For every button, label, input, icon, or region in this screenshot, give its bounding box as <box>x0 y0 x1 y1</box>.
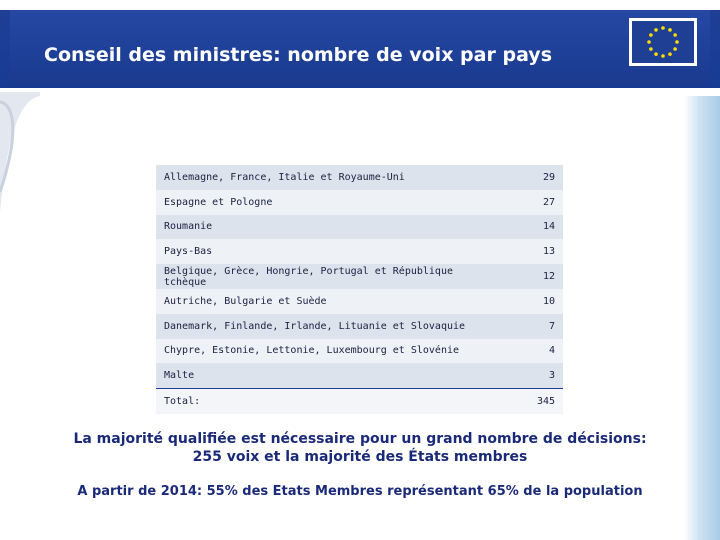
eu-flag-graphic <box>632 21 694 63</box>
flag-star <box>661 26 665 30</box>
table-row: Roumanie 14 <box>156 214 563 240</box>
country-cell: Chypre, Estonie, Lettonie, Luxembourg et… <box>156 338 507 364</box>
flag-star <box>649 33 653 37</box>
eu-flag-icon <box>629 18 697 66</box>
votes-cell: 13 <box>507 239 563 265</box>
table-row: Pays-Bas 13 <box>156 239 563 265</box>
flag-star <box>647 40 651 44</box>
table-row: Belgique, Grèce, Hongrie, Portugal et Ré… <box>156 264 563 289</box>
majority-note: La majorité qualifiée est nécessaire pou… <box>30 430 690 466</box>
table-row: Espagne et Pologne 27 <box>156 189 563 215</box>
table-row: Chypre, Estonie, Lettonie, Luxembourg et… <box>156 338 563 364</box>
total-value: 345 <box>507 388 563 414</box>
country-cell: Malte <box>156 363 507 389</box>
table-row: Allemagne, France, Italie et Royaume-Uni… <box>156 165 563 190</box>
country-cell: Belgique, Grèce, Hongrie, Portugal et Ré… <box>156 264 507 289</box>
table-row: Danemark, Finlande, Irlande, Lituanie et… <box>156 313 563 339</box>
flag-star <box>675 40 679 44</box>
decorative-stripe <box>684 96 720 540</box>
country-cell: Autriche, Bulgarie et Suède <box>156 288 507 314</box>
flag-star <box>661 54 665 58</box>
majority-line-1: La majorité qualifiée est nécessaire pou… <box>73 431 647 447</box>
votes-cell: 10 <box>507 288 563 314</box>
votes-cell: 4 <box>507 338 563 364</box>
flag-star <box>673 47 677 51</box>
majority-line-2: 255 voix et la majorité des États membre… <box>192 449 528 465</box>
votes-cell: 12 <box>507 264 563 289</box>
total-row: Total: 345 <box>156 388 563 414</box>
flag-star <box>673 33 677 37</box>
table-row: Autriche, Bulgarie et Suède 10 <box>156 288 563 314</box>
flag-star <box>654 52 658 56</box>
flag-star <box>668 28 672 32</box>
total-label: Total: <box>156 388 507 414</box>
page-title: Conseil des ministres: nombre de voix pa… <box>44 44 552 66</box>
flag-star <box>668 52 672 56</box>
votes-cell: 29 <box>507 165 563 190</box>
country-cell: Danemark, Finlande, Irlande, Lituanie et… <box>156 313 507 339</box>
country-cell: Espagne et Pologne <box>156 189 507 215</box>
header-bar <box>0 0 720 88</box>
votes-table: Allemagne, France, Italie et Royaume-Uni… <box>156 165 563 414</box>
flag-star <box>654 28 658 32</box>
votes-cell: 14 <box>507 214 563 240</box>
country-cell: Pays-Bas <box>156 239 507 265</box>
votes-cell: 3 <box>507 363 563 389</box>
votes-cell: 27 <box>507 189 563 215</box>
flag-star <box>649 47 653 51</box>
country-cell: Allemagne, France, Italie et Royaume-Uni <box>156 165 507 190</box>
from-2014-note: A partir de 2014: 55% des Etats Membres … <box>77 484 643 499</box>
table-row: Malte 3 <box>156 363 563 389</box>
votes-cell: 7 <box>507 313 563 339</box>
decorative-swoosh <box>0 92 40 212</box>
country-cell: Roumanie <box>156 214 507 240</box>
header-panel <box>10 10 710 86</box>
